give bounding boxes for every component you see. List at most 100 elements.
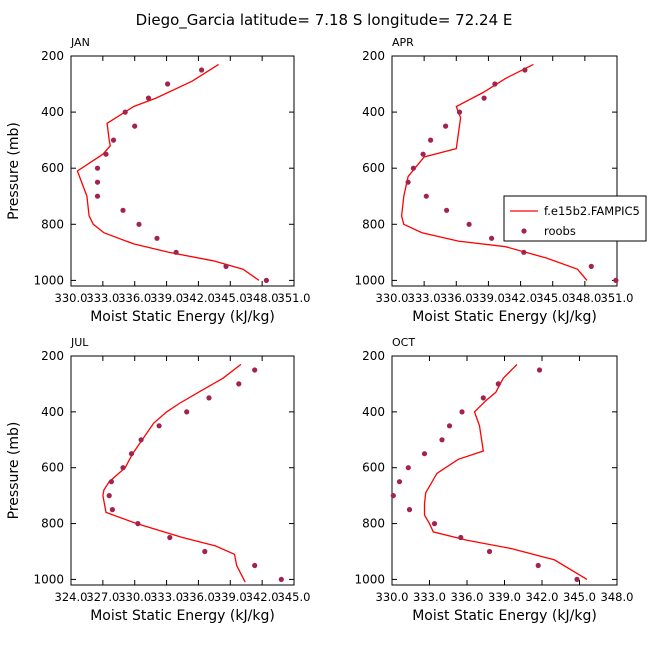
obs-point xyxy=(495,381,501,387)
x-tick-label: 339.0 xyxy=(214,590,247,604)
x-tick-label: 336.0 xyxy=(182,590,215,604)
x-tick-label: 339.0 xyxy=(150,291,183,305)
plot-frame xyxy=(391,55,618,287)
obs-point xyxy=(173,249,179,255)
obs-point xyxy=(613,277,619,283)
obs-point xyxy=(94,165,101,171)
obs-point xyxy=(421,451,428,457)
panel-jul: JUL 324.0327.0330.0333.0336.0339.0342.03… xyxy=(6,336,310,624)
x-tick-label: 345.0 xyxy=(214,291,247,305)
x-tick-label: 351.0 xyxy=(601,291,634,305)
obs-point xyxy=(122,109,128,115)
y-tick-label: 800 xyxy=(41,517,64,531)
obs-point xyxy=(252,562,258,569)
obs-point xyxy=(521,249,527,255)
obs-point xyxy=(574,576,580,583)
x-tick-label: 339.0 xyxy=(488,590,521,604)
x-axis-title: Moist Static Energy (kJ/kg) xyxy=(90,608,275,624)
x-tick-label: 342.0 xyxy=(246,590,279,604)
x-tick-label: 333.0 xyxy=(150,590,183,604)
y-tick-label: 200 xyxy=(362,349,385,363)
obs-point xyxy=(444,207,450,213)
obs-point xyxy=(522,67,528,73)
obs-point xyxy=(536,367,543,373)
obs-point xyxy=(136,221,142,227)
panel-label: OCT xyxy=(392,336,415,349)
obs-point xyxy=(405,465,411,471)
y-tick-label: 1000 xyxy=(354,572,385,586)
x-tick-label: 345.0 xyxy=(563,590,596,604)
obs-point xyxy=(492,81,498,87)
obs-point xyxy=(431,521,438,527)
y-tick-label: 800 xyxy=(362,517,385,531)
y-tick-label: 400 xyxy=(41,405,64,419)
x-axis-title: Moist Static Energy (kJ/kg) xyxy=(412,608,597,624)
x-tick-label: 330.0 xyxy=(376,291,409,305)
x-tick-label: 348.0 xyxy=(568,291,601,305)
panel-label: JUL xyxy=(70,336,89,349)
obs-point xyxy=(206,395,212,401)
x-tick-label: 324.0 xyxy=(55,590,88,604)
panel-oct: OCT 330.0 333.0 336.0 339.0 342.0 345.0 348.0 2… xyxy=(354,336,633,624)
obs-point xyxy=(145,95,152,101)
y-tick-label: 400 xyxy=(41,105,64,119)
x-tick-label: 345.0 xyxy=(278,590,311,604)
y-tick-label: 600 xyxy=(41,161,64,175)
y-tick-label: 1000 xyxy=(354,273,385,287)
y-tick-label: 1000 xyxy=(33,572,64,586)
plot-frame xyxy=(70,355,295,586)
y-tick-label: 200 xyxy=(362,49,385,63)
obs-point xyxy=(481,95,487,101)
y-axis-title: Pressure (mb) xyxy=(6,422,22,520)
obs-point xyxy=(120,465,126,471)
obs-point xyxy=(252,367,258,373)
x-tick-label: 342.0 xyxy=(182,291,215,305)
plot-frame xyxy=(391,355,618,586)
x-tick-label: 348.0 xyxy=(601,590,634,604)
y-tick-label: 400 xyxy=(362,405,385,419)
obs-point xyxy=(110,137,117,143)
plot-frame xyxy=(70,55,295,287)
x-tick-label: 336.0 xyxy=(118,291,151,305)
x-tick-label: 336.0 xyxy=(451,590,484,604)
x-tick-label: 345.0 xyxy=(536,291,569,305)
obs-point xyxy=(489,235,495,241)
x-tick-label: 330.0 xyxy=(376,590,409,604)
obs-point xyxy=(458,534,464,541)
series-line-model xyxy=(423,363,588,580)
panel-label: APR xyxy=(392,36,414,49)
obs-point xyxy=(128,451,135,457)
obs-point xyxy=(390,493,396,499)
x-tick-label: 333.0 xyxy=(408,291,441,305)
obs-point xyxy=(406,507,413,513)
obs-point xyxy=(94,193,101,199)
y-tick-label: 200 xyxy=(41,49,64,63)
obs-point xyxy=(184,409,190,415)
obs-point xyxy=(223,263,229,269)
obs-point xyxy=(446,423,453,429)
x-axis-title: Moist Static Energy (kJ/kg) xyxy=(90,309,275,325)
obs-point xyxy=(156,423,162,429)
y-tick-label: 800 xyxy=(41,217,64,231)
series-line-model xyxy=(102,363,246,583)
y-axis-title: Pressure (mb) xyxy=(6,122,22,220)
obs-point xyxy=(535,562,541,569)
obs-point xyxy=(588,263,594,269)
obs-point xyxy=(167,534,173,541)
x-tick-label: 327.0 xyxy=(86,590,119,604)
obs-point xyxy=(443,123,449,129)
x-tick-label: 351.0 xyxy=(278,291,311,305)
x-axis-title: Moist Static Energy (kJ/kg) xyxy=(412,309,597,325)
x-tick-label: 330.0 xyxy=(55,291,88,305)
panel-jan: JAN 330.0333.0336.0339.0342.0345.0348.03… xyxy=(6,36,310,325)
legend-box xyxy=(503,195,647,242)
y-tick-label: 400 xyxy=(362,105,385,119)
obs-point xyxy=(236,381,242,387)
obs-point xyxy=(410,165,416,171)
obs-point xyxy=(459,409,465,415)
series-line-model xyxy=(76,63,260,281)
obs-point xyxy=(94,179,101,185)
obs-point xyxy=(456,109,463,115)
panel-label: JAN xyxy=(70,36,90,49)
